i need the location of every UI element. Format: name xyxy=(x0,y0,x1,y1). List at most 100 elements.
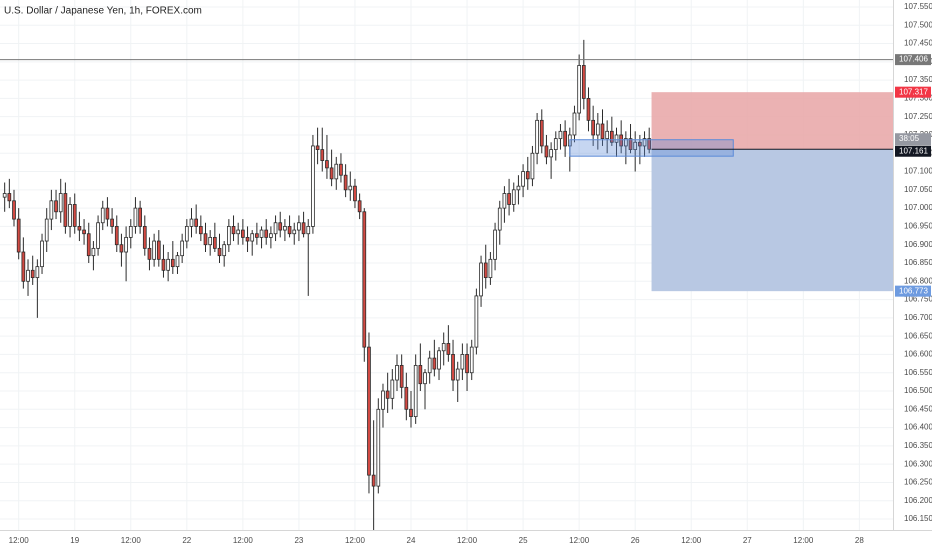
candle-body xyxy=(479,262,483,297)
x-tick-label: 12:00 xyxy=(793,536,814,545)
candle-body xyxy=(194,218,199,227)
candle-body xyxy=(100,207,105,224)
y-tick-label: 106.600 xyxy=(904,350,932,359)
y-tick-label: 106.800 xyxy=(904,276,932,285)
candle-body xyxy=(586,97,591,121)
candle-body xyxy=(325,160,329,169)
y-tick-label: 106.650 xyxy=(904,331,932,340)
candle-body xyxy=(142,226,147,249)
candle-body xyxy=(409,408,413,418)
candle-body xyxy=(371,474,376,487)
current-price-tag-bg xyxy=(895,145,931,157)
candle-body xyxy=(628,138,633,150)
candle-body xyxy=(619,134,624,147)
stop-tag-bg xyxy=(895,86,931,98)
candle-body xyxy=(147,247,152,260)
candle-body xyxy=(156,240,161,260)
candle-body xyxy=(385,390,390,399)
x-tick-label: 22 xyxy=(182,536,191,545)
countdown-bg xyxy=(895,133,931,145)
candle-body xyxy=(320,149,325,161)
candle-body xyxy=(236,229,241,235)
candle-body xyxy=(581,65,586,99)
candle-body xyxy=(623,138,628,147)
candle-body xyxy=(72,204,77,227)
candle-body xyxy=(278,222,283,231)
candle-body xyxy=(63,193,68,227)
candle-body xyxy=(273,222,278,235)
candle-body xyxy=(395,365,399,381)
candle-body xyxy=(357,200,362,213)
candle-body xyxy=(390,379,395,399)
candle-body xyxy=(502,193,507,209)
candle-body xyxy=(609,130,614,143)
candle-body xyxy=(418,365,423,385)
candle-body xyxy=(544,145,549,158)
candle-body xyxy=(376,408,381,487)
candle-body xyxy=(329,167,334,180)
y-tick-label: 106.950 xyxy=(904,222,932,231)
candle-body xyxy=(26,269,30,282)
y-tick-label: 107.350 xyxy=(904,75,932,84)
candle-body xyxy=(315,145,320,150)
y-tick-label: 107.250 xyxy=(904,112,932,121)
candle-body xyxy=(493,229,497,260)
candle-body xyxy=(227,226,231,246)
y-tick-label: 107.450 xyxy=(904,39,932,48)
y-tick-label: 106.850 xyxy=(904,258,932,267)
candle-body xyxy=(292,229,297,235)
y-tick-label: 106.450 xyxy=(904,404,932,413)
candle-body xyxy=(605,130,610,140)
candle-body xyxy=(437,350,441,370)
candle-body xyxy=(198,226,203,235)
candle-body xyxy=(455,368,460,381)
x-tick-label: 12:00 xyxy=(569,536,590,545)
candle-body xyxy=(128,226,133,238)
candle-body xyxy=(488,258,493,279)
x-tick-label: 12:00 xyxy=(233,536,254,545)
candle-body xyxy=(114,226,119,246)
current-price-tag: 107.161 xyxy=(899,146,928,155)
candle-body xyxy=(600,123,605,140)
candle-body xyxy=(530,152,535,180)
stop-tag: 107.317 xyxy=(899,87,928,96)
candle-body xyxy=(7,193,12,202)
candle-body xyxy=(222,244,227,257)
candle-body xyxy=(427,357,432,374)
x-tick-label: 12:00 xyxy=(681,536,702,545)
candle-body xyxy=(539,119,544,147)
x-tick-label: 27 xyxy=(743,536,752,545)
candle-body xyxy=(255,233,259,238)
y-tick-label: 106.550 xyxy=(904,368,932,377)
candle-body xyxy=(12,200,16,220)
candle-body xyxy=(86,233,91,257)
candle-body xyxy=(30,269,35,279)
candle-body xyxy=(124,236,128,253)
candle-body xyxy=(474,295,479,348)
horizontal-line-tag: 107.406 xyxy=(899,55,928,64)
x-tick-label: 12:00 xyxy=(345,536,366,545)
y-tick-label: 106.350 xyxy=(904,441,932,450)
candle-body xyxy=(516,185,521,191)
candle-body xyxy=(497,207,502,231)
candle-body xyxy=(432,357,437,370)
candle-body xyxy=(525,171,530,180)
y-tick-label: 107.300 xyxy=(904,94,932,103)
candle-body xyxy=(446,343,451,355)
candle-body xyxy=(49,200,54,220)
y-tick-label: 106.400 xyxy=(904,423,932,432)
y-tick-label: 107.550 xyxy=(904,2,932,11)
rectangle-drawing xyxy=(569,139,734,157)
candle-body xyxy=(563,130,567,147)
y-tick-label: 106.750 xyxy=(904,295,932,304)
candle-body xyxy=(212,236,217,249)
candle-body xyxy=(451,354,455,381)
candle-body xyxy=(362,211,367,348)
candle-body xyxy=(180,240,184,257)
candle-body xyxy=(203,233,208,246)
y-tick-label: 107.000 xyxy=(904,203,932,212)
candle-body xyxy=(231,226,236,235)
candle-body xyxy=(647,138,652,150)
candle-body xyxy=(311,145,315,227)
candle-body xyxy=(58,193,63,213)
